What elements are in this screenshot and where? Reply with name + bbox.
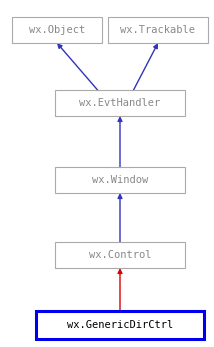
FancyBboxPatch shape <box>108 17 208 43</box>
FancyBboxPatch shape <box>12 17 102 43</box>
FancyBboxPatch shape <box>36 311 204 339</box>
FancyBboxPatch shape <box>55 242 185 268</box>
FancyBboxPatch shape <box>55 167 185 193</box>
Text: wx.Object: wx.Object <box>29 25 85 35</box>
FancyBboxPatch shape <box>55 90 185 116</box>
Text: wx.Trackable: wx.Trackable <box>120 25 196 35</box>
Text: wx.Window: wx.Window <box>92 175 148 185</box>
Text: wx.GenericDirCtrl: wx.GenericDirCtrl <box>67 320 173 330</box>
Text: wx.EvtHandler: wx.EvtHandler <box>79 98 161 108</box>
Text: wx.Control: wx.Control <box>89 250 151 260</box>
